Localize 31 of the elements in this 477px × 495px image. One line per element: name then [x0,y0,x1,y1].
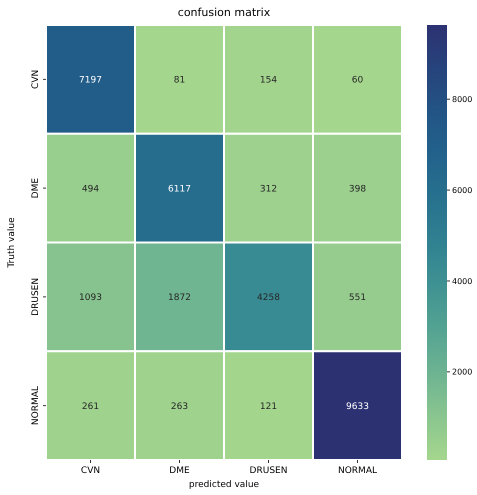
y-tick-label: CVN [31,70,41,89]
data-label: 494 [82,184,100,194]
color-bar-label: 8000 [452,95,472,104]
y-tick-label: NORMAL [31,386,41,426]
data-label: 1093 [79,293,102,304]
data-label: 551 [348,293,366,304]
y-tick-label: DME [31,178,41,198]
data-label: 121 [260,402,278,412]
color-bar-label: 4000 [452,276,472,286]
data-label: 1872 [168,293,191,304]
chart-title: confusion matrix [178,6,271,19]
x-tick-label: CVN [80,466,100,476]
x-tick-label: DME [169,466,190,476]
y-axis-title: Truth value [7,216,17,269]
y-tick-label: DRUSEN [31,278,41,316]
data-label: 4258 [257,293,280,304]
data-label: 81 [174,76,186,86]
data-label: 6117 [168,184,191,194]
data-label: 263 [170,402,188,412]
data-label: 60 [352,76,364,86]
x-tick-label: NORMAL [338,466,378,476]
data-label: 312 [260,184,278,194]
color-bar-label: 6000 [452,186,472,195]
data-label: 7197 [79,76,102,86]
data-label: 261 [82,402,100,412]
x-tick-label: DRUSEN [250,466,288,476]
x-axis-title: predicted value [188,480,260,490]
data-label: 398 [348,184,366,194]
data-label: 154 [260,76,278,86]
color-bar-label: 2000 [452,368,472,377]
data-label: 9633 [346,402,369,412]
